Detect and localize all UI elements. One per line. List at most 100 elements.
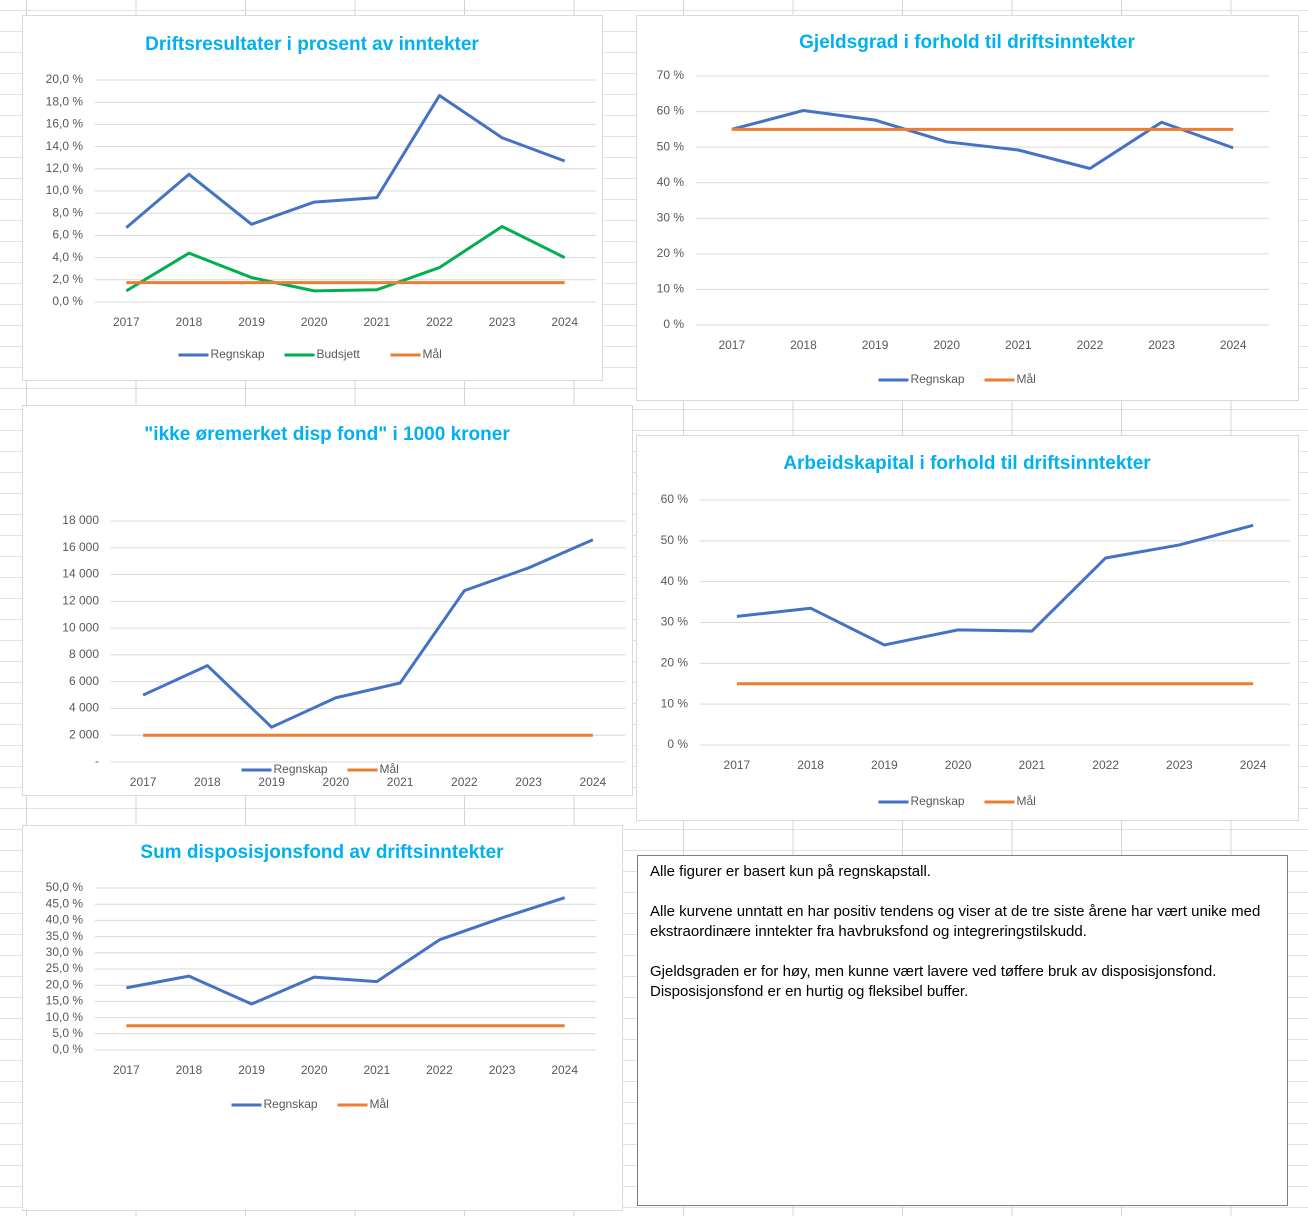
y-tick-label: 30 % (657, 210, 685, 224)
chart-title: Gjeldsgrad i forhold til driftsinntekter (799, 32, 1135, 53)
x-tick-label: 2020 (933, 338, 960, 352)
y-tick-label: 60 % (657, 104, 685, 118)
legend-label: Budsjett (317, 347, 361, 361)
y-tick-label: 10 % (657, 282, 685, 296)
x-tick-label: 2018 (790, 338, 817, 352)
x-tick-label: 2020 (301, 1063, 328, 1077)
y-tick-label: 40 % (657, 175, 685, 189)
y-tick-label: 2 000 (69, 727, 99, 741)
x-tick-label: 2022 (426, 315, 453, 329)
y-tick-label: 12 000 (62, 594, 99, 608)
y-tick-label: 14,0 % (46, 139, 84, 153)
y-tick-label: 50 % (657, 139, 685, 153)
x-tick-label: 2023 (1148, 338, 1175, 352)
y-tick-label: 50 % (661, 533, 689, 547)
y-tick-label: 4,0 % (52, 250, 83, 264)
x-tick-label: 2021 (387, 775, 414, 789)
x-tick-label: 2019 (871, 758, 898, 772)
chart-area (636, 15, 1299, 401)
y-tick-label: 5,0 % (52, 1026, 83, 1040)
x-tick-label: 2021 (1005, 338, 1032, 352)
y-tick-label: 20,0 % (46, 72, 84, 86)
y-tick-label: 70 % (657, 68, 685, 82)
x-tick-label: 2020 (323, 775, 350, 789)
y-tick-label: 2,0 % (52, 272, 83, 286)
x-tick-label: 2019 (238, 1063, 265, 1077)
x-tick-label: 2023 (515, 775, 542, 789)
y-tick-label: 0,0 % (52, 294, 83, 308)
y-tick-label: 10,0 % (46, 183, 84, 197)
legend-label: Regnskap (264, 1097, 318, 1111)
x-tick-label: 2018 (194, 775, 221, 789)
x-tick-label: 2023 (489, 315, 516, 329)
chart-title: Arbeidskapital i forhold til driftsinnte… (783, 453, 1151, 474)
y-tick-label: 16 000 (62, 540, 99, 554)
x-tick-label: 2024 (551, 315, 578, 329)
x-tick-label: 2018 (176, 1063, 203, 1077)
y-tick-label: 30 % (661, 615, 689, 629)
x-tick-label: 2019 (862, 338, 889, 352)
x-tick-label: 2024 (1240, 758, 1267, 772)
y-tick-label: 20 % (657, 246, 685, 260)
y-tick-label: 45,0 % (46, 896, 84, 910)
series-line (142, 538, 594, 729)
paragraph: Alle figurer er basert kun på regnskapst… (650, 863, 931, 880)
x-tick-label: 2017 (724, 758, 751, 772)
text-box: Alle figurer er basert kun på regnskapst… (637, 855, 1288, 1206)
y-tick-label: 8,0 % (52, 205, 83, 219)
legend-label: Mål (370, 1097, 389, 1111)
x-tick-label: 2017 (113, 1063, 140, 1077)
legend-label: Mål (423, 347, 442, 361)
x-tick-label: 2021 (363, 1063, 390, 1077)
y-tick-label: 12,0 % (46, 161, 84, 175)
x-tick-label: 2022 (1077, 338, 1104, 352)
x-tick-label: 2021 (363, 315, 390, 329)
x-tick-label: 2024 (580, 775, 607, 789)
y-tick-label: 50,0 % (46, 880, 84, 894)
x-tick-label: 2020 (945, 758, 972, 772)
legend-label: Regnskap (911, 794, 965, 808)
x-tick-label: 2020 (301, 315, 328, 329)
x-tick-label: 2021 (1019, 758, 1046, 772)
x-tick-label: 2017 (718, 338, 745, 352)
y-tick-label: 14 000 (62, 567, 99, 581)
y-tick-label: 35,0 % (46, 929, 84, 943)
x-tick-label: 2022 (426, 1063, 453, 1077)
x-tick-label: 2019 (238, 315, 265, 329)
legend-label: Mål (1017, 794, 1036, 808)
y-tick-label: 40,0 % (46, 913, 84, 927)
legend-label: Regnskap (911, 372, 965, 386)
series-line (736, 523, 1254, 647)
y-tick-label: 0 % (663, 317, 684, 331)
y-tick-label: 40 % (661, 574, 689, 588)
y-tick-label: 20,0 % (46, 977, 84, 991)
x-tick-label: 2022 (1092, 758, 1119, 772)
x-tick-label: 2017 (130, 775, 157, 789)
y-tick-label: 10 000 (62, 620, 99, 634)
y-tick-label: 60 % (661, 492, 689, 506)
x-tick-label: 2024 (1220, 338, 1247, 352)
legend-label: Regnskap (211, 347, 265, 361)
y-tick-label: 10 % (661, 696, 689, 710)
y-tick-label: 4 000 (69, 701, 99, 715)
y-tick-label: 6,0 % (52, 228, 83, 242)
y-tick-label: 16,0 % (46, 117, 84, 131)
y-tick-label: 0,0 % (52, 1042, 83, 1056)
paragraph: Gjeldsgraden er for høy, men kunne vært … (650, 963, 1217, 1000)
series-line (125, 225, 566, 293)
chart-area (22, 405, 633, 796)
x-tick-label: 2018 (797, 758, 824, 772)
y-tick-label: 18,0 % (46, 94, 84, 108)
legend-label: Mål (380, 762, 399, 776)
y-tick-label: 15,0 % (46, 994, 84, 1008)
chart-title: Sum disposisjonsfond av driftsinntekter (140, 842, 504, 863)
chart-area (22, 15, 603, 381)
chart-title: "ikke øremerket disp fond" i 1000 kroner (144, 424, 510, 445)
y-tick-label: 18 000 (62, 513, 99, 527)
x-tick-label: 2017 (113, 315, 140, 329)
x-tick-label: 2024 (551, 1063, 578, 1077)
y-tick-label: 25,0 % (46, 961, 84, 975)
x-tick-label: 2019 (258, 775, 285, 789)
